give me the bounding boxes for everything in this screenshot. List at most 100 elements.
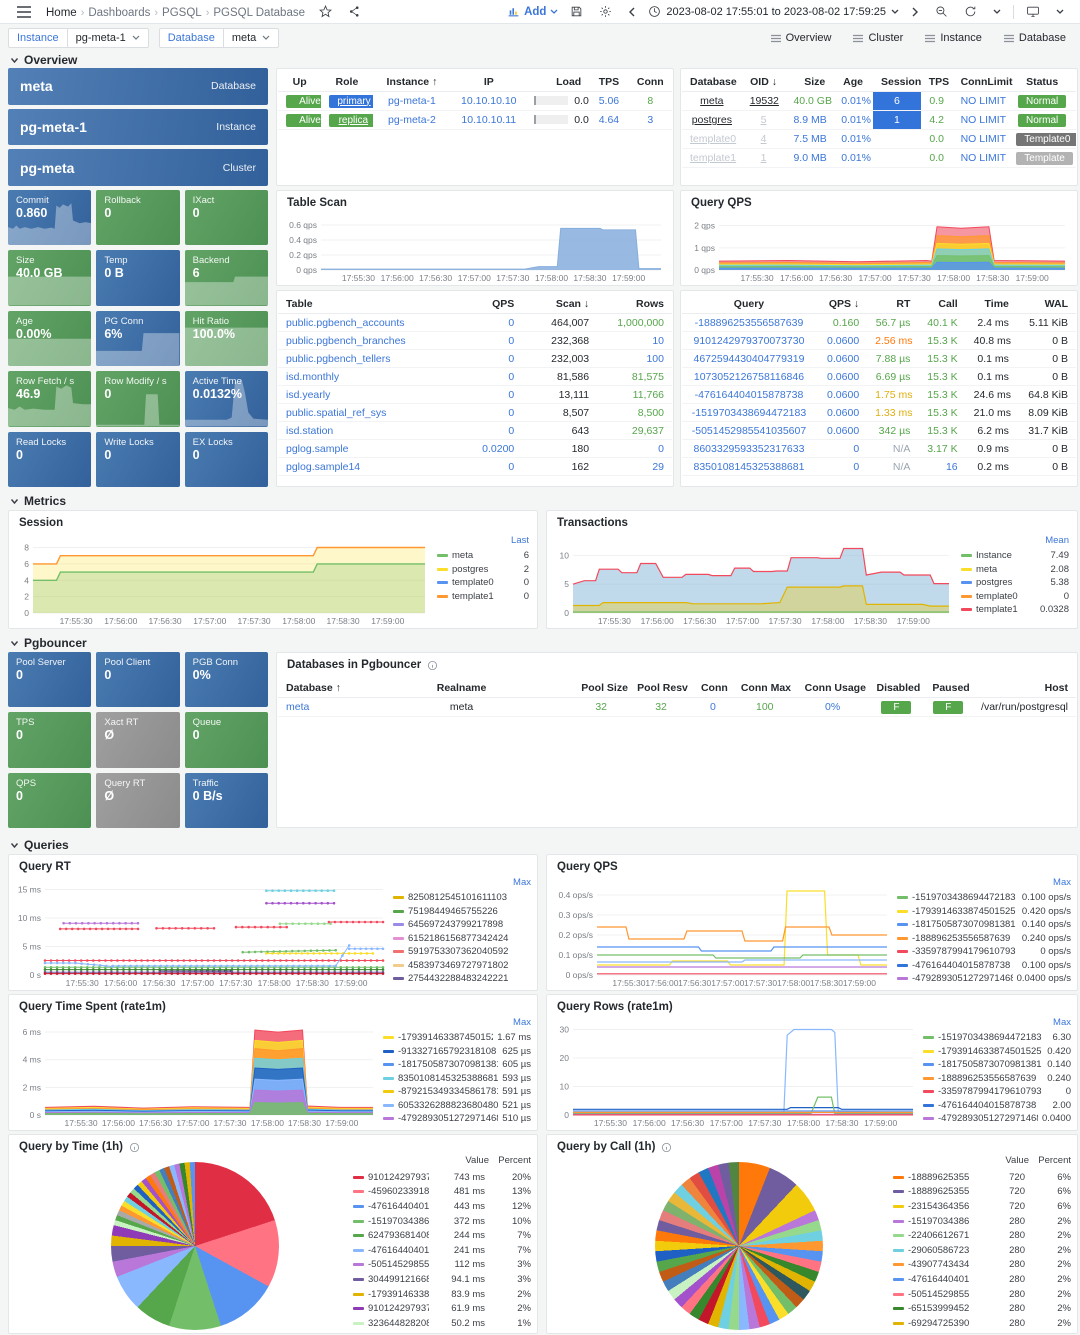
cell[interactable]: pg-meta-2 xyxy=(372,110,452,130)
legend-item[interactable]: -8792153493345861781 591 µs xyxy=(383,1085,531,1099)
legend-item[interactable]: template1 0.0328 xyxy=(961,603,1069,617)
column-header[interactable]: Host xyxy=(972,679,1076,698)
column-header[interactable]: Call xyxy=(918,295,966,314)
refresh-interval-caret[interactable] xyxy=(989,9,1005,15)
legend-item[interactable]: -5051452985541035607 112 ms 3% xyxy=(353,1258,531,1273)
cell[interactable]: meta xyxy=(278,697,350,717)
legend-item[interactable]: -913327165792318108 625 µs xyxy=(383,1045,531,1059)
legend-item[interactable]: -1793914633874501525 0.420 xyxy=(923,1045,1071,1059)
legend-item[interactable]: -476164404015878738 280 2% xyxy=(893,1272,1071,1287)
legend-calc-header[interactable]: Max xyxy=(1053,877,1071,888)
legend-item[interactable]: template1 0 xyxy=(437,590,529,604)
stat-tile-qps[interactable]: QPS 0 xyxy=(8,772,92,828)
legend-item[interactable]: -476164404015878738 2.00 xyxy=(923,1099,1071,1113)
cell[interactable]: 4672594430404779319 xyxy=(682,349,816,368)
column-header[interactable]: Time xyxy=(965,295,1017,314)
legend-item[interactable]: -1519703438694472183 0.100 ops/s xyxy=(897,891,1071,905)
settings-gear-icon[interactable] xyxy=(595,5,616,18)
column-header[interactable]: Role xyxy=(321,73,373,92)
cell[interactable]: public.pgbench_branches xyxy=(278,331,460,350)
stat-tile-pg-conn[interactable]: PG Conn 6% xyxy=(96,310,180,367)
legend-item[interactable]: 4583973469727971802 xyxy=(393,959,531,973)
identity-tile-cluster[interactable]: pg-meta Cluster xyxy=(8,149,268,187)
legend-value-header[interactable]: Value xyxy=(465,1155,489,1166)
dashboard-link-database[interactable]: Database xyxy=(1003,32,1066,44)
dashboard-link-cluster[interactable]: Cluster xyxy=(853,32,903,44)
stat-tile-ixact[interactable]: IXact 0 xyxy=(184,190,268,246)
section-overview[interactable]: Overview xyxy=(10,53,77,67)
column-header[interactable]: Pool Resv xyxy=(629,679,693,698)
column-header[interactable]: Status xyxy=(1008,73,1076,92)
kiosk-caret-icon[interactable] xyxy=(1052,9,1068,15)
legend-item[interactable]: 2754432288483242221 xyxy=(393,972,531,986)
legend-item[interactable]: 8350108145325388681 593 µs xyxy=(383,1072,531,1086)
legend-calc-header[interactable]: Mean xyxy=(1045,535,1069,546)
legend-item[interactable]: 9101242979370073730 743 ms 20% xyxy=(353,1170,531,1185)
column-header[interactable]: IP xyxy=(451,73,527,92)
column-header[interactable]: Paused xyxy=(924,679,973,698)
cell[interactable]: 10.10.10.11 xyxy=(451,110,527,130)
cell[interactable]: pglog.sample14 xyxy=(278,457,460,476)
column-header[interactable]: Table xyxy=(278,295,460,314)
legend-item[interactable]: -476164404015878738 241 ms 7% xyxy=(353,1243,531,1258)
column-header[interactable]: Disabled xyxy=(868,679,925,698)
cell[interactable]: 9101242979370073730 xyxy=(682,331,816,350)
column-header[interactable]: QPS xyxy=(459,295,523,314)
legend-item[interactable]: -6515399945254111560 280 2% xyxy=(893,1301,1071,1316)
column-header[interactable]: Conn Usage xyxy=(796,679,869,698)
cell[interactable]: isd.yearly xyxy=(278,385,460,404)
zoom-out-icon[interactable] xyxy=(931,5,952,18)
cell[interactable]: 8603329593352317633 xyxy=(682,439,816,458)
legend-item[interactable]: -188896253556587639 0.240 xyxy=(923,1072,1071,1086)
legend-calc-header[interactable]: Max xyxy=(513,877,531,888)
cell[interactable]: public.pgbench_tellers xyxy=(278,349,460,368)
column-header[interactable]: Size xyxy=(785,73,834,92)
stat-tile-size[interactable]: Size 40.0 GB xyxy=(8,250,92,306)
time-forward-icon[interactable] xyxy=(907,7,923,17)
stat-tile-age[interactable]: Age 0.00% xyxy=(8,310,92,367)
legend-item[interactable]: postgres 5.38 xyxy=(961,576,1069,590)
legend-item[interactable]: -4792893051272971468 510 µs xyxy=(383,1112,531,1126)
stat-tile-xact-rt[interactable]: Xact RT Ø xyxy=(96,712,180,768)
legend-item[interactable]: -459602339183651500 481 ms 13% xyxy=(353,1185,531,1200)
query-by-time-pie[interactable] xyxy=(111,1162,279,1330)
legend-value-header[interactable]: Value xyxy=(1005,1155,1029,1166)
column-header[interactable]: WAL xyxy=(1016,295,1076,314)
legend-item[interactable]: -476164404015878738 0.100 ops/s xyxy=(897,959,1071,973)
legend-item[interactable]: 9101242979370073730 61.9 ms 2% xyxy=(353,1301,531,1316)
column-header[interactable]: Scan ↓ xyxy=(522,295,598,314)
legend-item[interactable]: 645697243799217898 xyxy=(393,918,531,932)
legend-item[interactable]: -1793914633874501525 0.420 ops/s xyxy=(897,905,1071,919)
legend-item[interactable]: 6247936814088958099 244 ms 7% xyxy=(353,1228,531,1243)
section-metrics[interactable]: Metrics xyxy=(10,494,66,508)
stat-tile-tps[interactable]: TPS 0 xyxy=(8,712,92,768)
stat-tile-active-time[interactable]: Active Time 0.0132% xyxy=(184,371,268,427)
column-header[interactable]: Load xyxy=(526,73,590,92)
tv-mode-icon[interactable] xyxy=(1022,5,1044,18)
column-header[interactable]: Database ↑ xyxy=(278,679,350,698)
dashboard-link-instance[interactable]: Instance xyxy=(925,32,982,44)
column-header[interactable]: Database xyxy=(682,73,742,92)
cell[interactable]: -5051452985541035607 xyxy=(682,421,816,440)
legend-item[interactable]: -1817505873070981381 0.140 ops/s xyxy=(897,918,1071,932)
legend-item[interactable]: -2240661267149590798 280 2% xyxy=(893,1228,1071,1243)
stat-tile-row-fetch-s[interactable]: Row Fetch / s 46.9 xyxy=(8,371,92,427)
variable-database-select[interactable]: meta xyxy=(222,28,280,48)
legend-item[interactable]: -2315436435636766293 720 6% xyxy=(893,1199,1071,1214)
breadcrumb-item[interactable]: PGSQL xyxy=(162,6,202,19)
cell[interactable]: public.pgbench_accounts xyxy=(278,313,460,332)
stat-tile-ex-locks[interactable]: EX Locks 0 xyxy=(184,431,268,487)
legend-item[interactable]: template0 0 xyxy=(961,590,1069,604)
stat-tile-traffic[interactable]: Traffic 0 B/s xyxy=(184,772,268,828)
column-header[interactable]: ConnLimit xyxy=(952,73,1012,92)
save-dashboard-icon[interactable] xyxy=(566,5,587,18)
column-header[interactable]: RT xyxy=(867,295,919,314)
stat-tile-hit-ratio[interactable]: Hit Ratio 100.0% xyxy=(184,310,268,367)
legend-item[interactable]: Instance 7.49 xyxy=(961,549,1069,563)
column-header[interactable]: Conn xyxy=(692,679,733,698)
cell[interactable]: -1519703438694472183 xyxy=(682,403,816,422)
legend-item[interactable]: -43907743434538427 280 2% xyxy=(893,1258,1071,1273)
legend-item[interactable]: 3044991216680002677 94.1 ms 3% xyxy=(353,1272,531,1287)
query-by-call-pie[interactable] xyxy=(655,1162,823,1330)
